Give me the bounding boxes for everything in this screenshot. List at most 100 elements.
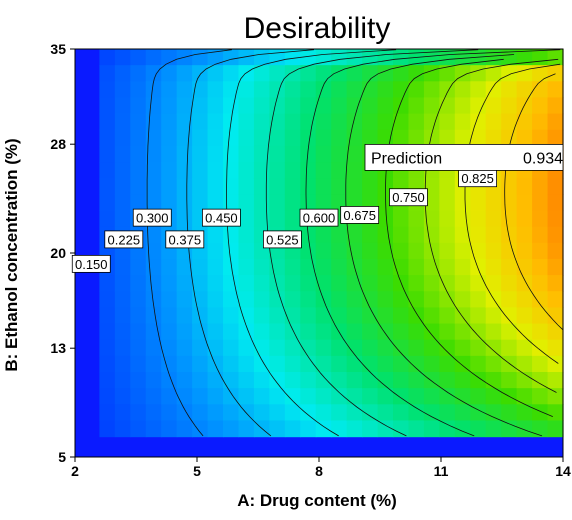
y-axis-label: B: Ethanol concentration (%) — [2, 138, 21, 371]
heatmap-cell — [284, 129, 301, 147]
heatmap-cell — [485, 210, 502, 228]
heatmap-cell — [207, 113, 224, 131]
heatmap-cell — [485, 194, 502, 212]
heatmap-cell — [485, 65, 502, 82]
heatmap-cell — [377, 258, 394, 276]
heatmap-cell — [393, 97, 410, 115]
heatmap-cell — [454, 81, 471, 99]
heatmap-cell — [161, 291, 178, 308]
heatmap-cell — [300, 275, 317, 292]
heatmap-cell — [114, 113, 131, 131]
heatmap-cell — [300, 355, 317, 373]
heatmap-cell — [439, 388, 456, 405]
heatmap-cell — [485, 372, 502, 389]
heatmap-cell — [223, 404, 240, 422]
heatmap-cell — [516, 81, 533, 99]
contour-label: 0.825 — [461, 171, 494, 186]
heatmap-cell — [501, 323, 518, 341]
heatmap-cell — [516, 291, 533, 308]
heatmap-cell — [470, 65, 487, 82]
heatmap-cell — [315, 178, 332, 195]
contour-label: 0.525 — [266, 232, 299, 247]
heatmap-cell — [331, 162, 348, 179]
heatmap-cell — [223, 258, 240, 276]
heatmap-cell — [207, 145, 224, 163]
heatmap-cell — [114, 129, 131, 147]
heatmap-cell — [439, 275, 456, 292]
heatmap-cell — [362, 404, 379, 422]
contour-label: 0.450 — [205, 211, 238, 226]
heatmap-cell — [470, 372, 487, 389]
heatmap-cell — [253, 372, 270, 389]
heatmap-cell — [145, 307, 162, 325]
heatmap-cell — [454, 97, 471, 115]
heatmap-cell — [223, 372, 240, 389]
contour-label-box — [132, 208, 172, 227]
heatmap-cell — [408, 291, 425, 308]
heatmap-cell — [114, 258, 131, 276]
heatmap-cell — [161, 145, 178, 163]
heatmap-cell — [192, 404, 209, 422]
heatmap-cell — [362, 242, 379, 260]
heatmap-cell — [284, 388, 301, 405]
heatmap-cell — [176, 388, 193, 405]
heatmap-cell — [269, 194, 286, 212]
heatmap-cell — [408, 404, 425, 422]
heatmap-cell — [269, 307, 286, 325]
heatmap-cell — [238, 355, 255, 373]
heatmap-cell — [130, 372, 147, 389]
heatmap-cell — [176, 81, 193, 99]
heatmap-cell — [331, 129, 348, 147]
heatmap-cell — [423, 420, 440, 438]
heatmap-cell — [253, 258, 270, 276]
heatmap-cell — [331, 291, 348, 308]
heatmap-cell — [161, 355, 178, 373]
heatmap-cell — [547, 275, 564, 292]
heatmap-cell — [99, 162, 116, 179]
heatmap-cell — [192, 145, 209, 163]
heatmap-cell — [223, 291, 240, 308]
heatmap-cell — [547, 242, 564, 260]
heatmap-cell — [516, 307, 533, 325]
heatmap-cell — [176, 275, 193, 292]
heatmap-cell — [269, 339, 286, 357]
heatmap-cell — [362, 49, 379, 66]
heatmap-cell — [547, 388, 564, 405]
heatmap-cell — [346, 113, 363, 131]
heatmap-cell — [408, 372, 425, 389]
heatmap-cell — [454, 226, 471, 244]
heatmap-cell — [192, 420, 209, 438]
heatmap-cell — [393, 65, 410, 82]
heatmap-cell — [377, 113, 394, 131]
heatmap-cell — [161, 65, 178, 82]
heatmap-cell — [532, 307, 549, 325]
heatmap-cell — [532, 372, 549, 389]
heatmap-cell — [130, 194, 147, 212]
heatmap-cell — [501, 355, 518, 373]
heatmap-cell — [207, 275, 224, 292]
heatmap-cell — [331, 49, 348, 66]
heatmap-cell — [346, 65, 363, 82]
heatmap-cell — [346, 388, 363, 405]
heatmap-cell — [253, 49, 270, 66]
heatmap-cell — [130, 113, 147, 131]
heatmap-cell — [516, 323, 533, 341]
heatmap-cell — [130, 420, 147, 438]
heatmap-cell — [223, 323, 240, 341]
heatmap-cell — [501, 258, 518, 276]
heatmap-cell — [145, 339, 162, 357]
heatmap-cell — [114, 388, 131, 405]
heatmap-cell — [315, 372, 332, 389]
heatmap-cell — [501, 275, 518, 292]
heatmap-cell — [223, 194, 240, 212]
heatmap-cell — [315, 162, 332, 179]
heatmap-cell — [331, 145, 348, 163]
heatmap-cell — [192, 258, 209, 276]
heatmap-cell — [207, 178, 224, 195]
heatmap-cell — [145, 113, 162, 131]
contour-label-box — [262, 230, 302, 249]
heatmap-cell — [223, 81, 240, 99]
heatmap-cell — [532, 178, 549, 195]
heatmap-cell — [454, 388, 471, 405]
heatmap-cell — [331, 97, 348, 115]
